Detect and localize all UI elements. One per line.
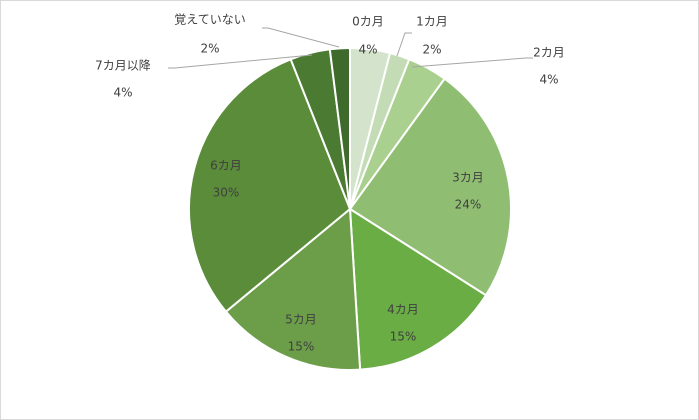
leader-lines-layer	[168, 27, 533, 69]
leader-line-8	[262, 27, 340, 48]
slice-category-label-4: 4カ月	[387, 303, 419, 317]
slice-category-label-0: 0カ月	[352, 15, 384, 29]
pie-slice-3	[348, 77, 512, 297]
slice-percent-label-7: 4%	[113, 86, 132, 100]
slice-percent-label-2: 4%	[539, 73, 558, 87]
leader-line-7	[168, 54, 313, 69]
slice-category-label-6: 6カ月	[210, 159, 242, 173]
slice-percent-label-0: 4%	[358, 43, 377, 57]
pie-slice-6	[188, 58, 352, 314]
slice-category-label-5: 5カ月	[285, 313, 317, 327]
slice-percent-label-5: 15%	[288, 340, 315, 354]
slice-category-label-3: 3カ月	[452, 171, 484, 185]
leader-line-1	[396, 32, 412, 57]
slice-percent-label-4: 15%	[390, 330, 417, 344]
slice-category-label-1: 1カ月	[416, 15, 448, 29]
slice-category-label-7: 7カ月以降	[95, 59, 151, 73]
slice-percent-label-1: 2%	[422, 43, 441, 57]
pie-slice-5	[224, 206, 362, 371]
slice-percent-label-6: 30%	[213, 186, 240, 200]
slices-layer	[188, 46, 512, 371]
pie-slice-8	[328, 46, 351, 210]
pie-slice-4	[348, 207, 488, 371]
labels-layer: 0カ月 4% 1カ月 2% 2カ月 4% 3カ月 24% 4カ月 15% 5カ月 15% 6カ月 30% 7…	[95, 13, 565, 354]
slice-category-label-2: 2カ月	[533, 46, 565, 60]
slice-percent-label-8: 2%	[200, 42, 219, 56]
slice-category-label-8: 覚えていない	[174, 13, 245, 27]
leader-line-2	[411, 57, 533, 68]
slice-percent-label-3: 24%	[455, 198, 482, 212]
